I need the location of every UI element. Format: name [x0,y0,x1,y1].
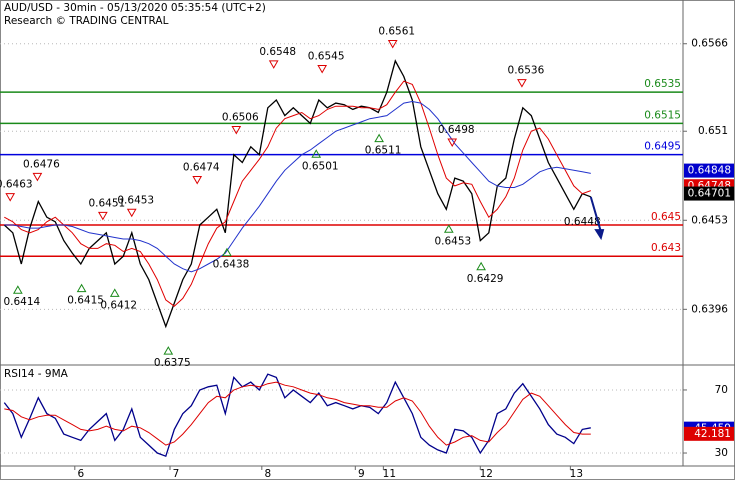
rsi-title: RSI14 - 9MA [4,368,69,380]
low-label: 0.6375 [154,357,191,369]
high-marker [126,208,137,218]
x-tick-label: 8 [264,468,271,480]
y-tick-label: 0.651 [698,125,728,137]
high-marker [5,193,16,202]
low-label: 0.6414 [3,296,40,308]
level-label: 0.6495 [644,141,681,153]
high-label: 0.6451 [88,197,125,209]
high-marker [447,138,458,147]
forecast-arrow [589,196,603,234]
level-label: 0.6535 [644,78,681,90]
x-tick-label: 13 [570,468,583,480]
low-label: 0.6412 [100,299,137,311]
high-label: 0.6561 [378,26,415,38]
low-label: 0.6501 [302,160,339,172]
high-marker [97,211,108,221]
series-line [4,80,591,307]
low-marker [163,346,174,355]
level-label: 0.643 [651,242,681,254]
x-tick-label: 9 [358,468,365,480]
low-marker [109,288,120,297]
target-label: 0.6448 [564,216,601,228]
high-label: 0.6476 [23,158,60,170]
high-marker [317,65,328,74]
high-label: 0.6498 [438,124,475,136]
level-label: 0.6515 [644,109,681,121]
high-label: 0.6548 [259,46,296,58]
x-tick-label: 12 [480,468,493,480]
last-value-label: 42.181 [694,428,731,440]
high-label: 0.6453 [117,194,154,206]
low-marker [76,283,87,293]
low-label: 0.6415 [67,295,104,307]
low-label: 0.6453 [434,235,471,247]
high-marker [387,40,398,49]
high-label: 0.6474 [183,161,220,173]
y-tick-label: 30 [715,447,728,459]
low-marker [311,149,322,158]
last-value-box [684,186,734,201]
y-tick-label: 0.6396 [691,303,728,315]
high-label: 0.6536 [508,65,545,77]
x-tick-label: 7 [173,468,180,480]
high-marker [268,60,279,69]
low-marker [12,285,23,294]
series-line [3,373,591,458]
high-marker [192,175,203,185]
y-tick-label: 70 [715,384,728,396]
level-label: 0.645 [651,211,681,223]
low-marker [443,224,454,233]
high-label: 0.6463 [0,179,33,191]
y-tick-label: 0.6566 [691,38,728,50]
x-tick-label: 11 [383,468,396,480]
low-label: 0.6429 [467,273,504,285]
series-line [4,381,591,446]
low-marker [476,261,486,271]
last-value-box [684,163,734,178]
series-line [3,59,592,329]
last-value-label: 0.64848 [688,165,731,177]
last-value-label: 0.64701 [688,188,731,200]
forecast-arrowhead [594,229,605,241]
chart-title: AUD/USD - 30min - 05/13/2020 05:35:54 (U… [4,2,266,14]
high-marker [517,79,527,88]
low-label: 0.6511 [365,145,402,157]
high-label: 0.6506 [222,111,259,123]
high-label: 0.6545 [308,51,345,63]
series-line [4,100,591,273]
low-label: 0.6438 [213,259,250,271]
low-marker [374,133,384,143]
high-marker [231,125,242,135]
low-marker [222,247,232,257]
chart-subtitle: Research © TRADING CENTRAL [4,15,169,27]
y-tick-label: 0.6453 [691,214,728,226]
last-value-box [684,426,734,441]
high-marker [32,172,43,182]
x-tick-label: 6 [77,468,84,480]
